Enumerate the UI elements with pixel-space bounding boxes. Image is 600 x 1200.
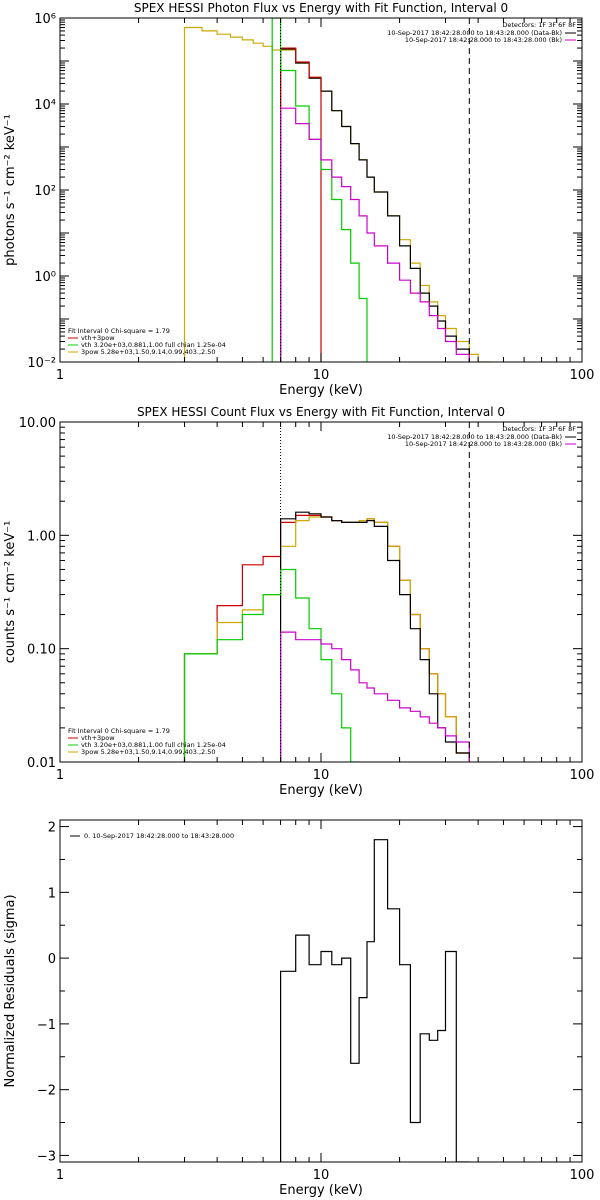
legend-entry-text: 10-Sep-2017 18:42:28.000 to 18:43:28.000… (387, 433, 562, 441)
y-tick-label: 0.10 (27, 643, 56, 658)
plot-frame (59, 421, 583, 763)
x-tick-label: 100 (570, 768, 595, 783)
x-axis-label: Energy (keV) (279, 1183, 363, 1198)
y-tick-label: 10⁻² (27, 356, 56, 371)
y-axis-label: Normalized Residuals (sigma) (3, 894, 18, 1087)
series-3-line (271, 18, 368, 362)
x-axis-label: Energy (keV) (279, 783, 363, 798)
series-1-line (183, 516, 470, 762)
legend-header: Detectors: 1F 3F 6F 8F (502, 425, 576, 433)
series-0-line (183, 514, 470, 762)
legend-entry-text: 10-Sep-2017 18:42:28.000 to 18:43:28.000… (405, 36, 562, 44)
series-4-line (280, 107, 470, 362)
y-tick-label: 0.01 (27, 756, 56, 771)
y-tick-label: −2 (37, 1084, 56, 1099)
data-layer (183, 511, 470, 762)
chart-title: SPEX HESSI Photon Flux vs Energy with Fi… (134, 1, 508, 15)
legend-fit-text: 3pow 5.28e+03,1.50,9.14,0.99,403.,2.50 (81, 348, 216, 356)
y-tick-label: 0 (48, 952, 56, 967)
y-tick-label: 10⁰ (34, 270, 56, 285)
legend-fit-text: vth+3pow (81, 334, 115, 342)
x-tick-label: 100 (570, 1168, 595, 1183)
series-3-line (183, 568, 360, 762)
y-tick-label: 10⁶ (34, 12, 56, 27)
legend-header: Detectors: 1F 3F 6F 8F (502, 21, 576, 29)
y-tick-label: 2 (48, 821, 56, 836)
series-2-line (280, 47, 322, 362)
series-0-line (183, 26, 493, 362)
x-tick-label: 1 (56, 768, 64, 783)
x-tick-label: 10 (313, 368, 330, 383)
legend-residual-text: 0. 10-Sep-2017 18:42:28.000 to 18:43:28.… (84, 832, 234, 840)
legend-entry-text: 10-Sep-2017 18:42:28.000 to 18:43:28.000… (405, 440, 562, 448)
chart-title: SPEX HESSI Count Flux vs Energy with Fit… (137, 405, 505, 419)
x-tick-label: 10 (313, 768, 330, 783)
legend-fit-text: 3pow 5.28e+03,1.50,9.14,0.99,403.,2.50 (81, 748, 216, 756)
x-tick-label: 1 (56, 368, 64, 383)
series-4-line (280, 631, 470, 762)
y-tick-label: −1 (37, 1018, 56, 1033)
data-layer (280, 839, 470, 1162)
y-axis-label: counts s⁻¹ cm⁻² keV⁻¹ (3, 521, 18, 664)
data-layer (183, 18, 493, 362)
legend-fit-text: vth 3.20e+03,0.881,1.00 full chian 1.25e… (81, 741, 226, 749)
series-1-line (280, 48, 470, 362)
x-axis-label: Energy (keV) (279, 383, 363, 398)
y-tick-label: 10⁴ (34, 98, 56, 113)
y-tick-label: −3 (37, 1149, 56, 1164)
legend-fit-text: vth+3pow (81, 734, 115, 742)
legend-fit-text: vth 3.20e+03,0.881,1.00 full chian 1.25e… (81, 341, 226, 349)
legend-entry-text: 10-Sep-2017 18:42:28.000 to 18:43:28.000… (387, 29, 562, 37)
y-tick-label: 10.00 (19, 416, 56, 431)
legend-fit-header: Fit Interval 0 Chi-square = 1.79 (68, 327, 170, 335)
x-tick-label: 10 (313, 1168, 330, 1183)
x-tick-label: 100 (570, 368, 595, 383)
y-tick-label: 1.00 (27, 529, 56, 544)
y-axis-label: photons s⁻¹ cm⁻² keV⁻¹ (3, 114, 18, 266)
plot-frame (59, 819, 583, 1163)
panel-1: SPEX HESSI Count Flux vs Energy with Fit… (3, 405, 594, 798)
panel-2: 1 10 100 Energy (keV) −3 −2 −1 0 1 2 Normalized Re… (3, 819, 595, 1198)
series-0-line (280, 839, 470, 1162)
y-tick-label: 10² (34, 184, 56, 199)
legend-fit-header: Fit Interval 0 Chi-square = 1.79 (68, 727, 170, 735)
y-tick-label: 1 (48, 886, 56, 901)
panel-0: SPEX HESSI Photon Flux vs Energy with Fi… (3, 1, 594, 398)
x-tick-label: 1 (56, 1168, 64, 1183)
